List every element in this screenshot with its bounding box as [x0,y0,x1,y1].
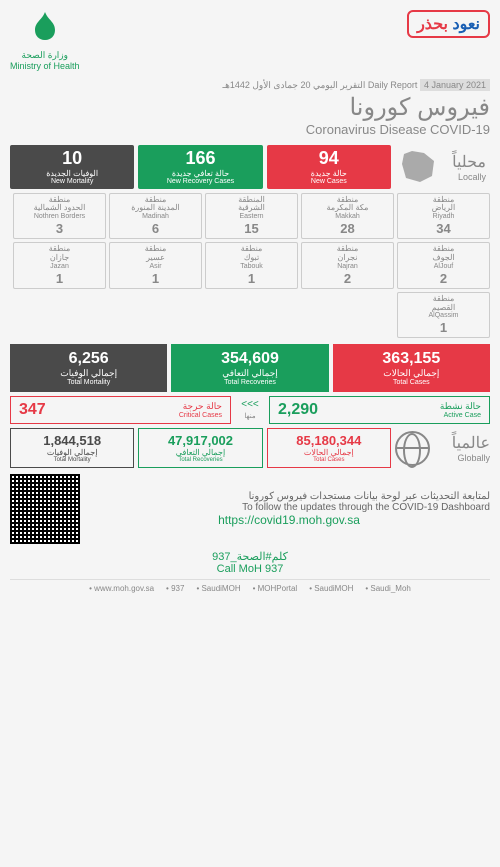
total-cases: 363,155إجمالي الحالاتTotal Cases [333,344,490,392]
locally-label: محلياًLocally [395,145,490,189]
qr-code[interactable] [10,474,80,544]
region-box: منطقةتبوكTabouk1 [205,242,298,289]
date-row: Daily Report 4 January 2021 التقرير اليو… [10,80,490,91]
campaign-badge: نعود بحذر [407,10,490,38]
title-en: Coronavirus Disease COVID-19 [10,122,490,137]
total-recovery: 354,609إجمالي التعافيTotal Recoveries [171,344,328,392]
region-box: منطقةالرياضRiyadh34 [397,193,490,240]
region-box: منطقةمكة المكرمةMakkah28 [301,193,394,240]
global-mortality: 1,844,518إجمالي الوفياتTotal Mortality [10,428,134,468]
critical-cases: 347 حالة حرجةCritical Cases [10,396,231,424]
region-box: منطقةجازانJazan1 [13,242,106,289]
region-box: منطقةنجرانNajran2 [301,242,394,289]
ministry-logo: وزارة الصحةMinistry of Health [10,10,80,72]
region-box: المنطقةالشرقيةEastern15 [205,193,298,240]
title-ar: فيروس كورونا [10,93,490,122]
global-recovery: 47,917,002إجمالي التعافيTotal Recoveries [138,428,262,468]
region-box: منطقةالجوفAlJouf2 [397,242,490,289]
region-box: منطقةعسيرAsir1 [109,242,202,289]
dashboard-link[interactable]: https://covid19.moh.gov.sa [88,513,490,527]
new-recovery: 166حالة تعافي جديدةNew Recovery Cases [138,145,262,189]
region-box: منطقةالحدود الشماليةNothren Borders3 [13,193,106,240]
globally-label: عالمياًGlobally [395,428,490,468]
globe-icon [395,431,430,466]
call-moh: كلم#الصحة_937Call MoH 937 [10,550,490,575]
dashboard-text: لمتابعة التحديثات عبر لوحة بيانات مستجدا… [88,491,490,527]
region-box: منطقةالقصيمAlQassim1 [397,292,490,339]
footer-links: www.moh.gov.sa937SaudiMOHMOHPortalSaudiM… [10,579,490,593]
saudi-map-icon [399,149,439,184]
regions-grid: منطقةالرياضRiyadh34منطقةمكة المكرمةMakka… [10,193,490,339]
arrows-icon: <<<منها [235,399,265,421]
region-box: منطقةالمدينة المنورةMadinah6 [109,193,202,240]
total-mortality: 6,256إجمالي الوفياتTotal Mortality [10,344,167,392]
active-cases: 2,290 حالة نشطةActive Case [269,396,490,424]
new-mortality: 10الوفيات الجديدةNew Mortality [10,145,134,189]
global-cases: 85,180,344إجمالي الحالاتTotal Cases [267,428,391,468]
new-cases: 94حالة جديدةNew Cases [267,145,391,189]
